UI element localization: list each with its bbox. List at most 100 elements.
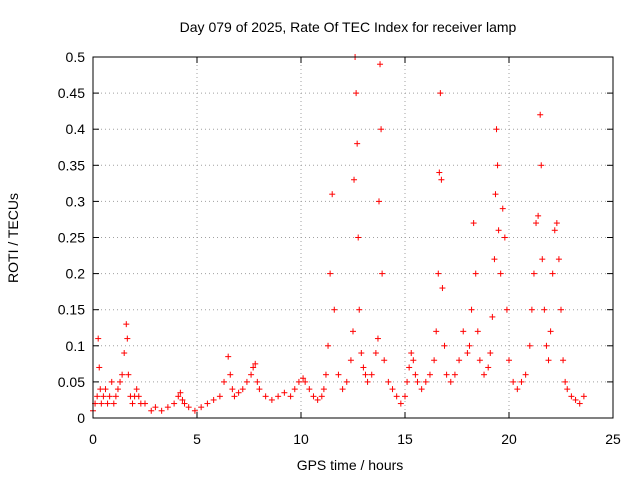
- data-point: [329, 191, 336, 198]
- data-point: [364, 378, 371, 385]
- data-point: [355, 234, 362, 241]
- data-point: [177, 389, 184, 396]
- data-point: [551, 227, 558, 234]
- data-point: [431, 357, 438, 364]
- data-point: [456, 357, 463, 364]
- data-point: [133, 386, 140, 393]
- data-point: [376, 198, 382, 205]
- data-point: [225, 353, 232, 360]
- data-point: [547, 328, 554, 335]
- data-point: [418, 386, 425, 393]
- data-point: [464, 350, 471, 357]
- data-point: [437, 90, 444, 97]
- data-point: [356, 306, 363, 313]
- data-point: [538, 162, 545, 169]
- data-point: [491, 256, 498, 263]
- data-point: [510, 378, 517, 385]
- data-point: [543, 342, 550, 349]
- x-tick-label: 5: [193, 431, 201, 447]
- data-point: [102, 386, 109, 393]
- data-point: [235, 389, 242, 396]
- data-point: [248, 371, 255, 378]
- y-tick-label: 0.15: [58, 302, 85, 318]
- data-point: [368, 371, 375, 378]
- data-point: [243, 378, 250, 385]
- data-point: [472, 270, 479, 277]
- data-point: [435, 270, 442, 277]
- y-tick-label: 0.4: [66, 121, 86, 137]
- data-point: [343, 378, 350, 385]
- data-point: [142, 400, 148, 407]
- data-point: [135, 393, 142, 400]
- data-point: [503, 306, 510, 313]
- data-point: [360, 364, 367, 371]
- data-point: [541, 306, 548, 313]
- data-point: [562, 378, 569, 385]
- y-tick-label: 0.2: [66, 266, 86, 282]
- data-point: [447, 378, 454, 385]
- data-point: [268, 396, 275, 403]
- data-point: [468, 306, 475, 313]
- grid: [93, 57, 613, 418]
- data-point: [495, 227, 502, 234]
- y-tick-label: 0.3: [66, 193, 86, 209]
- data-point: [295, 378, 302, 385]
- data-point: [404, 378, 411, 385]
- data-point: [262, 393, 269, 400]
- data-point: [572, 396, 579, 403]
- axis-ticks: 0 5 10 15 20 25 0 0.05 0.1 0.15 0.2 0.25 0.3 0.35 0.4 0…: [58, 49, 621, 447]
- data-point: [229, 386, 236, 393]
- data-point: [287, 393, 294, 400]
- data-point: [443, 371, 450, 378]
- data-point: [254, 378, 261, 385]
- data-point: [314, 396, 321, 403]
- y-tick-label: 0.45: [58, 85, 85, 101]
- data-point: [94, 393, 101, 400]
- data-point: [537, 111, 544, 118]
- data-point: [98, 400, 105, 407]
- data-point: [530, 270, 537, 277]
- data-point: [385, 378, 392, 385]
- data-point: [436, 169, 443, 176]
- data-point: [528, 306, 535, 313]
- data-point: [123, 321, 130, 328]
- data-point: [106, 393, 113, 400]
- data-point: [494, 162, 501, 169]
- data-point: [568, 393, 575, 400]
- data-point: [506, 357, 512, 364]
- data-point: [466, 342, 473, 349]
- data-point: [389, 386, 396, 393]
- data-point: [239, 386, 246, 393]
- data-point: [378, 126, 385, 133]
- data-point: [331, 306, 338, 313]
- data-point: [204, 400, 211, 407]
- data-point: [114, 386, 121, 393]
- data-point: [372, 350, 379, 357]
- y-tick-label: 0.35: [58, 157, 85, 173]
- data-point: [129, 400, 136, 407]
- data-point: [539, 256, 546, 263]
- data-point: [96, 364, 103, 371]
- data-point: [438, 176, 445, 183]
- data-point: [408, 350, 415, 357]
- data-point: [410, 357, 417, 364]
- data-point: [470, 220, 477, 227]
- x-tick-label: 20: [501, 431, 517, 447]
- data-point: [327, 270, 334, 277]
- x-axis-label: GPS time / hours: [297, 457, 404, 473]
- data-point: [302, 378, 309, 385]
- data-point: [358, 350, 365, 357]
- x-tick-label: 15: [397, 431, 413, 447]
- data-point: [256, 386, 263, 393]
- data-point: [198, 404, 205, 411]
- data-point: [377, 61, 384, 68]
- data-point: [335, 371, 342, 378]
- data-point: [379, 270, 386, 277]
- data-point: [381, 357, 388, 364]
- data-point: [397, 400, 404, 407]
- data-point: [576, 400, 583, 407]
- data-point: [439, 285, 446, 292]
- data-point: [117, 378, 124, 385]
- data-point: [374, 335, 381, 342]
